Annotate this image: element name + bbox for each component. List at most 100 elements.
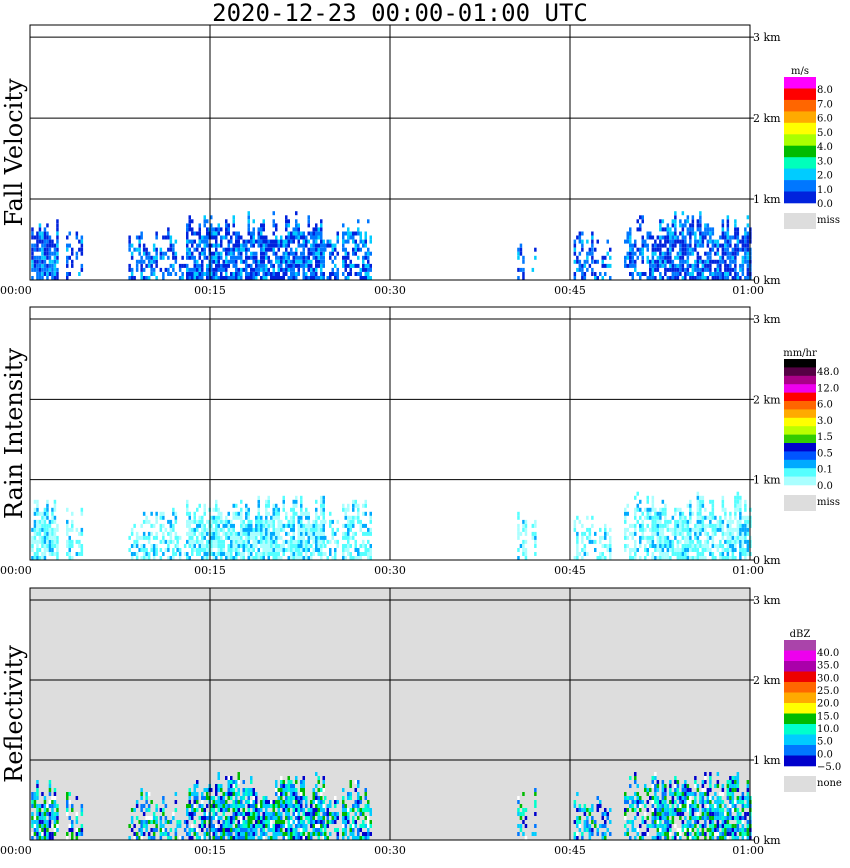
panel-1-echo-cell — [302, 259, 305, 264]
panel-2-echo-cell — [721, 544, 725, 548]
panel-3-echo-cell — [676, 780, 680, 784]
panel-3-echo-cell — [210, 808, 213, 812]
panel-2-echo-cell — [237, 535, 240, 540]
panel-1-echo-cell — [210, 251, 213, 256]
panel-1-echo-cell — [746, 272, 750, 276]
panel-3-echo-cell — [287, 820, 290, 824]
panel-3-echo-cell — [573, 836, 577, 840]
panel-1-echo-cell — [282, 276, 285, 280]
panel-1-echo-cell — [726, 247, 730, 252]
panel-1-echo-cell — [262, 243, 265, 248]
panel-2-echo-cell — [646, 515, 649, 520]
panel-1-echo-cell — [578, 263, 582, 268]
panel-2-echo-cell — [210, 544, 213, 548]
panel-3-echo-cell — [295, 800, 298, 804]
panel-1-echo-cell — [201, 235, 204, 240]
panel-3-echo-cell — [704, 836, 707, 840]
panel-2-echo-cell — [193, 527, 196, 532]
panel-3-echo-cell — [334, 828, 337, 832]
panel-1-echo-cell — [676, 255, 680, 260]
panel-3-echo-cell — [709, 836, 712, 840]
panel-1-echo-cell — [237, 267, 240, 272]
panel-3-echo-cell — [716, 832, 720, 836]
panel-3-echo-cell — [275, 832, 278, 836]
panel-3-echo-cell — [674, 792, 677, 796]
panel-3-echo-cell — [661, 832, 665, 836]
panel-2-echo-cell — [235, 535, 238, 540]
panel-3-echo-cell — [601, 812, 604, 816]
panel-3-echo-cell — [285, 812, 288, 816]
panel-1-echo-cell — [287, 251, 290, 256]
panel-3-echo-cell — [232, 804, 235, 808]
panel-2-echo-cell — [75, 539, 79, 544]
panel-1-echo-cell — [235, 255, 238, 260]
panel-1-echo-cell — [326, 243, 329, 248]
panel-2-echo-cell — [664, 507, 667, 512]
panel-3-echo-cell — [282, 836, 285, 840]
panel-3-echo-cell — [729, 800, 732, 804]
panel-1-echo-cell — [260, 251, 263, 256]
panel-3-echo-cell — [260, 804, 263, 808]
panel-2-echo-cell — [191, 527, 194, 532]
panel-2-echo-cell — [48, 552, 52, 556]
panel-1-echo-cell — [210, 276, 213, 280]
panel-3-echo-cell — [666, 824, 670, 828]
panel-3-echo-cell — [704, 824, 707, 828]
panel-2-echo-cell — [280, 535, 283, 540]
panel-3-echo-cell — [317, 808, 320, 812]
panel-1-echo-cell — [56, 219, 59, 224]
panel-1-echo-cell — [315, 235, 318, 240]
panel-2-echo-cell — [280, 544, 283, 548]
panel-3-echo-cell — [75, 832, 79, 836]
panel-3-echo-cell — [367, 828, 370, 832]
panel-1-echo-cell — [56, 272, 59, 276]
panel-1-legend-swatch — [784, 145, 816, 158]
panel-2-legend-label: 12.0 — [817, 383, 839, 394]
panel-2-echo-cell — [145, 535, 148, 540]
panel-2-echo-cell — [198, 503, 201, 508]
panel-3-echo-cell — [324, 832, 327, 836]
panel-3-echo-cell — [280, 776, 283, 780]
panel-2-echo-cell — [178, 556, 182, 560]
panel-2-echo-cell — [260, 523, 263, 528]
panel-2-echo-cell — [53, 552, 57, 556]
panel-3-echo-cell — [217, 776, 220, 780]
panel-2-echo-cell — [33, 519, 37, 524]
panel-2-echo-cell — [265, 531, 268, 536]
panel-1-echo-cell — [664, 272, 667, 276]
panel-1-echo-cell — [704, 263, 707, 268]
panel-3-echo-cell — [43, 836, 47, 840]
panel-3-echo-cell — [240, 828, 243, 832]
panel-3-legend-label: 5.0 — [817, 737, 833, 748]
panel-2-echo-cell — [654, 515, 657, 520]
panel-1-echo-cell — [320, 267, 323, 272]
panel-2-echo-cell — [150, 548, 153, 552]
panel-3-echo-cell — [671, 836, 675, 840]
panel-1-echo-cell — [260, 255, 263, 260]
panel-1-echo-cell — [174, 251, 178, 256]
panel-3-echo-cell — [364, 832, 367, 836]
panel-1-echo-cell — [46, 231, 49, 236]
panel-3-echo-cell — [71, 832, 74, 836]
panel-2-echo-cell — [265, 523, 268, 528]
panel-1-echo-cell — [142, 251, 146, 256]
panel-2-echo-cell — [711, 531, 715, 536]
panel-1-echo-cell — [245, 272, 248, 276]
panel-2-echo-cell — [277, 511, 280, 516]
panel-1-echo-cell — [711, 243, 715, 248]
panel-1-echo-cell — [344, 267, 347, 272]
panel-1-echo-cell — [43, 259, 47, 264]
panel-3-echo-cell — [664, 836, 667, 840]
panel-3-echo-cell — [741, 792, 745, 796]
panel-3-echo-cell — [606, 828, 609, 832]
panel-3-echo-cell — [659, 804, 662, 808]
panel-3-echo-cell — [679, 796, 682, 800]
panel-2-echo-cell — [135, 539, 139, 544]
panel-2-echo-cell — [704, 539, 707, 544]
panel-1-echo-cell — [56, 251, 59, 256]
panel-2-echo-cell — [736, 539, 740, 544]
panel-1-echo-cell — [354, 263, 357, 268]
panel-2-echo-cell — [689, 515, 692, 520]
panel-2-echo-cell — [522, 544, 525, 548]
panel-1-echo-cell — [210, 255, 213, 260]
